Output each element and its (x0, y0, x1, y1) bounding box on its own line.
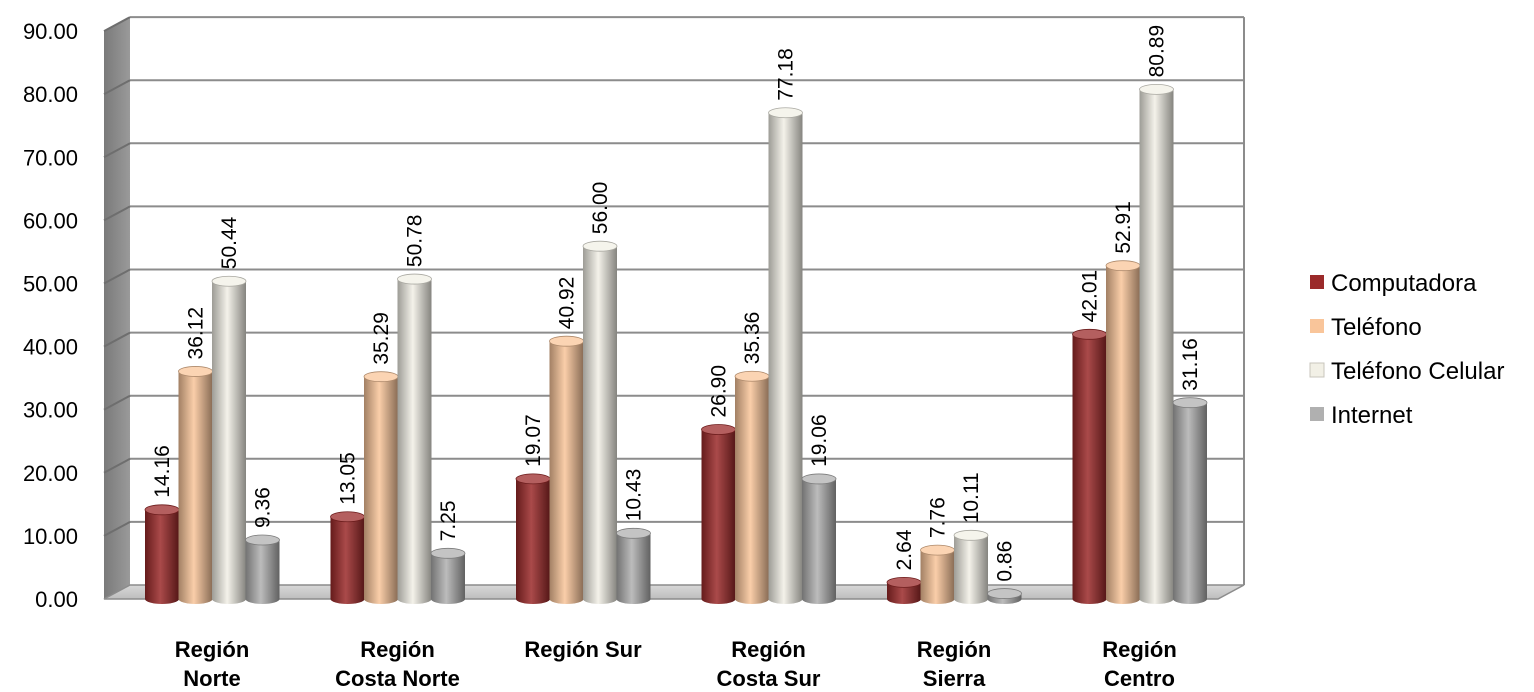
data-label: 40.92 (556, 277, 579, 330)
gridline-side (103, 16, 131, 32)
bar-computadora-4 (886, 576, 922, 604)
data-label: 10.43 (623, 469, 646, 522)
data-label: 2.64 (893, 529, 916, 570)
bar-tel-fono-3 (734, 370, 770, 604)
gridline-side (103, 457, 131, 474)
x-category-label: Región (917, 637, 992, 662)
x-category-label: Región (175, 637, 250, 662)
bar-computadora-2 (515, 473, 551, 604)
data-label: 50.78 (404, 215, 427, 268)
data-label: 19.07 (522, 414, 545, 467)
bar-tel-fono-0 (178, 366, 213, 604)
data-label: 19.06 (808, 414, 831, 467)
bar-computadora-0 (144, 504, 180, 604)
gridline-side (103, 394, 131, 411)
data-label: 7.76 (927, 497, 950, 538)
bar-tel-fono-2 (549, 335, 584, 604)
data-label: 80.89 (1146, 25, 1169, 78)
y-tick-label: 70.00 (23, 145, 78, 170)
bar-tel-fono-4 (920, 544, 955, 604)
legend-swatch (1310, 275, 1324, 289)
legend-label: Teléfono (1331, 314, 1422, 341)
bar-internet-4 (987, 588, 1022, 604)
gridline-side (103, 268, 131, 285)
bar-internet-1 (430, 547, 466, 604)
bars (144, 83, 1208, 605)
y-tick-label: 20.00 (23, 461, 78, 486)
x-category-label: Región (731, 637, 806, 662)
data-labels: 14.16 36.12 50.44 9.36 13.05 35.29 50.78 7.25 19… (151, 25, 1202, 582)
data-label: 56.00 (589, 182, 612, 235)
y-tick-label: 0.00 (35, 587, 78, 612)
gridline-side (103, 142, 131, 159)
data-label: 9.36 (252, 487, 275, 528)
data-label: 77.18 (775, 48, 798, 101)
gridline-side (103, 521, 131, 537)
legend-label: Computadora (1331, 270, 1477, 297)
side-wall (104, 17, 130, 600)
legend-item: Computadora (1310, 270, 1477, 297)
bar-computadora-3 (701, 424, 736, 604)
x-category-label: Costa Norte (335, 666, 460, 691)
y-tick-label: 90.00 (23, 19, 78, 44)
data-label: 35.36 (741, 312, 764, 365)
gridline-side (103, 331, 131, 348)
y-tick-label: 10.00 (23, 524, 78, 549)
bar-computadora-5 (1072, 328, 1107, 604)
data-label: 50.44 (218, 216, 241, 269)
y-tick-label: 30.00 (23, 398, 78, 423)
bar-internet-5 (1172, 397, 1208, 604)
legend-swatch (1310, 319, 1324, 333)
bar-internet-0 (245, 534, 280, 604)
data-label: 14.16 (151, 445, 174, 498)
bar-tel-fono-celular-1 (397, 273, 432, 604)
x-category-label: Centro (1104, 666, 1175, 691)
x-category-label: Sierra (923, 666, 986, 691)
data-label: 52.91 (1112, 201, 1135, 254)
data-label: 31.16 (1179, 338, 1202, 391)
bar-tel-fono-1 (363, 371, 399, 604)
y-tick-label: 60.00 (23, 208, 78, 233)
x-category-label: Norte (183, 666, 240, 691)
bar-computadora-1 (330, 511, 365, 604)
data-label: 13.05 (337, 452, 360, 505)
bar-tel-fono-celular-5 (1139, 83, 1174, 604)
y-tick-label: 80.00 (23, 82, 78, 107)
legend-label: Internet (1331, 402, 1413, 429)
gridline-side (103, 205, 131, 222)
data-label: 36.12 (185, 307, 208, 360)
data-label: 26.90 (708, 365, 731, 418)
legend-item: Internet (1310, 402, 1413, 429)
gridline-side (103, 79, 131, 96)
legend-swatch (1310, 407, 1324, 421)
x-axis: Región Norte Región Costa Norte Región Sur Re… (175, 637, 1177, 691)
legend-label: Teléfono Celular (1331, 358, 1504, 385)
gridlines (103, 16, 1245, 585)
bar-tel-fono-celular-2 (582, 240, 618, 604)
bar-internet-3 (801, 473, 837, 604)
data-label: 42.01 (1079, 270, 1102, 323)
x-category-label: Costa Sur (717, 666, 821, 691)
legend-swatch (1309, 362, 1325, 378)
bar-tel-fono-celular-0 (211, 275, 247, 604)
legend-item: Teléfono Celular (1309, 358, 1504, 385)
bar-tel-fono-celular-4 (953, 529, 989, 604)
x-category-label: Región Sur (524, 637, 642, 662)
data-label: 10.11 (960, 472, 983, 523)
x-category-label: Región (1102, 637, 1177, 662)
bar-tel-fono-5 (1105, 260, 1141, 604)
legend-item: Teléfono (1310, 314, 1422, 341)
y-axis: 0.00 10.00 20.00 30.00 40.00 50.00 60.00 70.00 8… (23, 19, 78, 612)
y-tick-label: 40.00 (23, 335, 78, 360)
legend: Computadora Teléfono Teléfono Celular Inter… (1309, 270, 1504, 429)
bar-internet-2 (616, 527, 651, 604)
x-category-label: Región (360, 637, 435, 662)
data-label: 35.29 (370, 312, 393, 365)
data-label: 7.25 (437, 500, 460, 541)
y-tick-label: 50.00 (23, 272, 78, 297)
data-label: 0.86 (994, 541, 1017, 582)
bar-tel-fono-celular-3 (768, 107, 803, 605)
